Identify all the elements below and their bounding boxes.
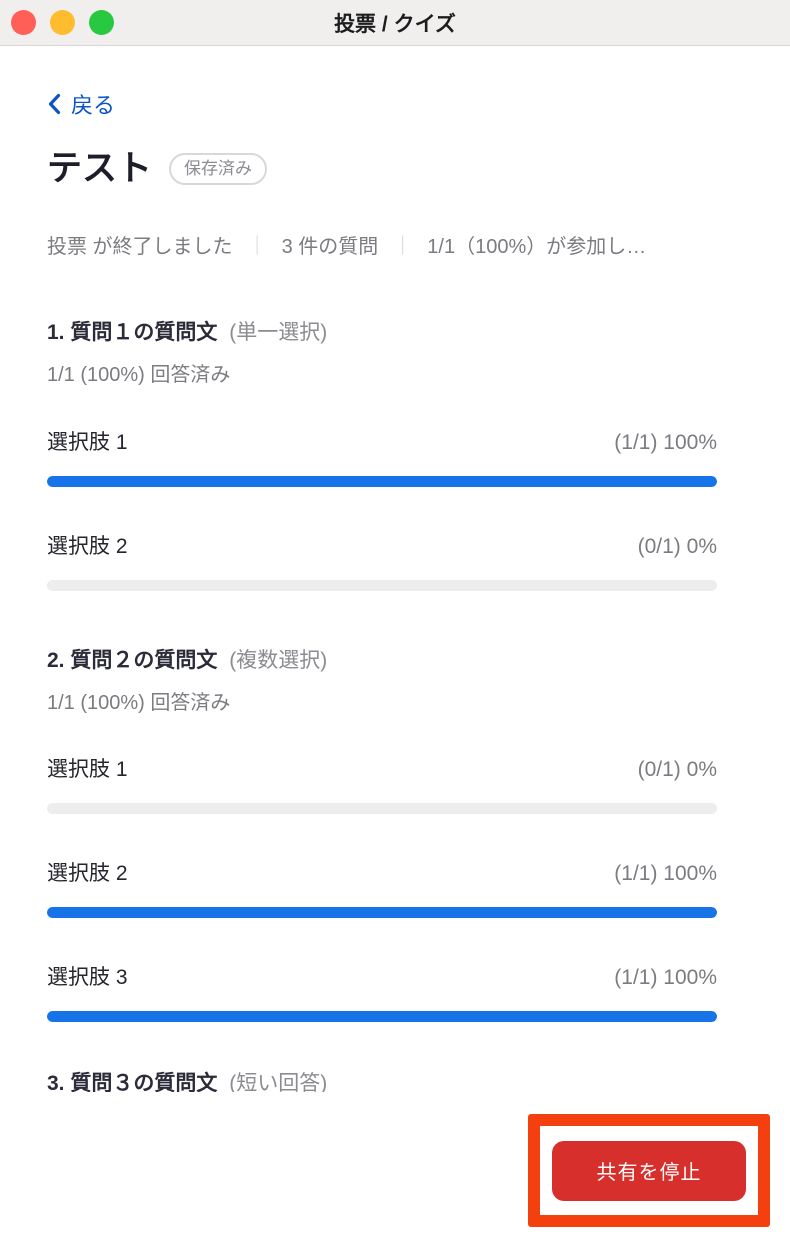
back-button[interactable]: 戻る bbox=[47, 88, 157, 120]
traffic-lights bbox=[11, 0, 114, 45]
option-result: (0/1) 0% bbox=[637, 758, 717, 781]
status-question-count: 3 件の質問 bbox=[281, 236, 379, 258]
option-progress-track bbox=[47, 476, 717, 487]
question-1-answered: 1/1 (100%) 回答済み bbox=[47, 364, 231, 386]
option-progress-fill bbox=[47, 476, 717, 487]
poll-status-line: 投票 が終了しました ｜ 3 件の質問 ｜ 1/1（100%）が参加し… bbox=[47, 230, 717, 259]
poll-results-panel: 戻る テスト 保存済み 投票 が終了しました ｜ 3 件の質問 ｜ 1/1（10… bbox=[0, 46, 790, 1092]
poll-title-row: テスト 保存済み bbox=[47, 147, 717, 191]
question-3-title: 3. 質問３の質問文 bbox=[47, 1072, 218, 1092]
option-row: 選択肢 1 (0/1) 0% bbox=[47, 755, 717, 785]
question-3-heading: 3. 質問３の質問文 (短い回答) bbox=[47, 1069, 717, 1092]
question-2-title: 2. 質問２の質問文 bbox=[47, 649, 218, 672]
option-result: (1/1) 100% bbox=[614, 966, 717, 989]
window-titlebar: 投票 / クイズ bbox=[0, 0, 790, 46]
status-separator: ｜ bbox=[247, 236, 267, 257]
option-row: 選択肢 1 (1/1) 100% bbox=[47, 428, 717, 458]
status-participation: 1/1（100%）が参加し… bbox=[427, 236, 647, 258]
option-progress-track bbox=[47, 580, 717, 591]
option-label: 選択肢 2 bbox=[47, 535, 128, 558]
status-ended: 投票 が終了しました bbox=[47, 236, 233, 258]
option-result: (1/1) 100% bbox=[614, 862, 717, 885]
question-2-type: (複数選択) bbox=[229, 649, 328, 672]
chevron-left-icon bbox=[48, 93, 61, 115]
window-title: 投票 / クイズ bbox=[334, 12, 456, 36]
option-label: 選択肢 1 bbox=[47, 758, 128, 781]
question-2-heading: 2. 質問２の質問文 (複数選択) bbox=[47, 646, 717, 676]
option-result: (1/1) 100% bbox=[614, 431, 717, 454]
status-separator: ｜ bbox=[393, 236, 413, 257]
close-window-button[interactable] bbox=[11, 10, 36, 35]
option-label: 選択肢 1 bbox=[47, 431, 128, 454]
option-label: 選択肢 2 bbox=[47, 862, 128, 885]
option-progress-track bbox=[47, 907, 717, 918]
option-row: 選択肢 3 (1/1) 100% bbox=[47, 963, 717, 993]
footer-bar: 共有を停止 bbox=[0, 1092, 790, 1242]
page-title: テスト bbox=[47, 149, 153, 188]
back-label: 戻る bbox=[71, 93, 116, 118]
option-progress-track bbox=[47, 803, 717, 814]
question-2-answered: 1/1 (100%) 回答済み bbox=[47, 692, 231, 714]
question-1-heading: 1. 質問１の質問文 (単一選択) bbox=[47, 318, 717, 348]
question-1-type: (単一選択) bbox=[229, 321, 328, 344]
option-label: 選択肢 3 bbox=[47, 966, 128, 989]
question-3-type: (短い回答) bbox=[229, 1072, 328, 1092]
option-progress-track bbox=[47, 1011, 717, 1022]
option-row: 選択肢 2 (0/1) 0% bbox=[47, 532, 717, 562]
saved-badge: 保存済み bbox=[169, 153, 268, 185]
stop-share-button[interactable]: 共有を停止 bbox=[552, 1140, 746, 1201]
zoom-window-button[interactable] bbox=[89, 10, 114, 35]
question-1-title: 1. 質問１の質問文 bbox=[47, 321, 218, 344]
option-progress-fill bbox=[47, 1011, 717, 1022]
option-row: 選択肢 2 (1/1) 100% bbox=[47, 859, 717, 889]
option-progress-fill bbox=[47, 907, 717, 918]
highlight-annotation: 共有を停止 bbox=[528, 1114, 770, 1227]
minimize-window-button[interactable] bbox=[50, 10, 75, 35]
option-result: (0/1) 0% bbox=[637, 535, 717, 558]
